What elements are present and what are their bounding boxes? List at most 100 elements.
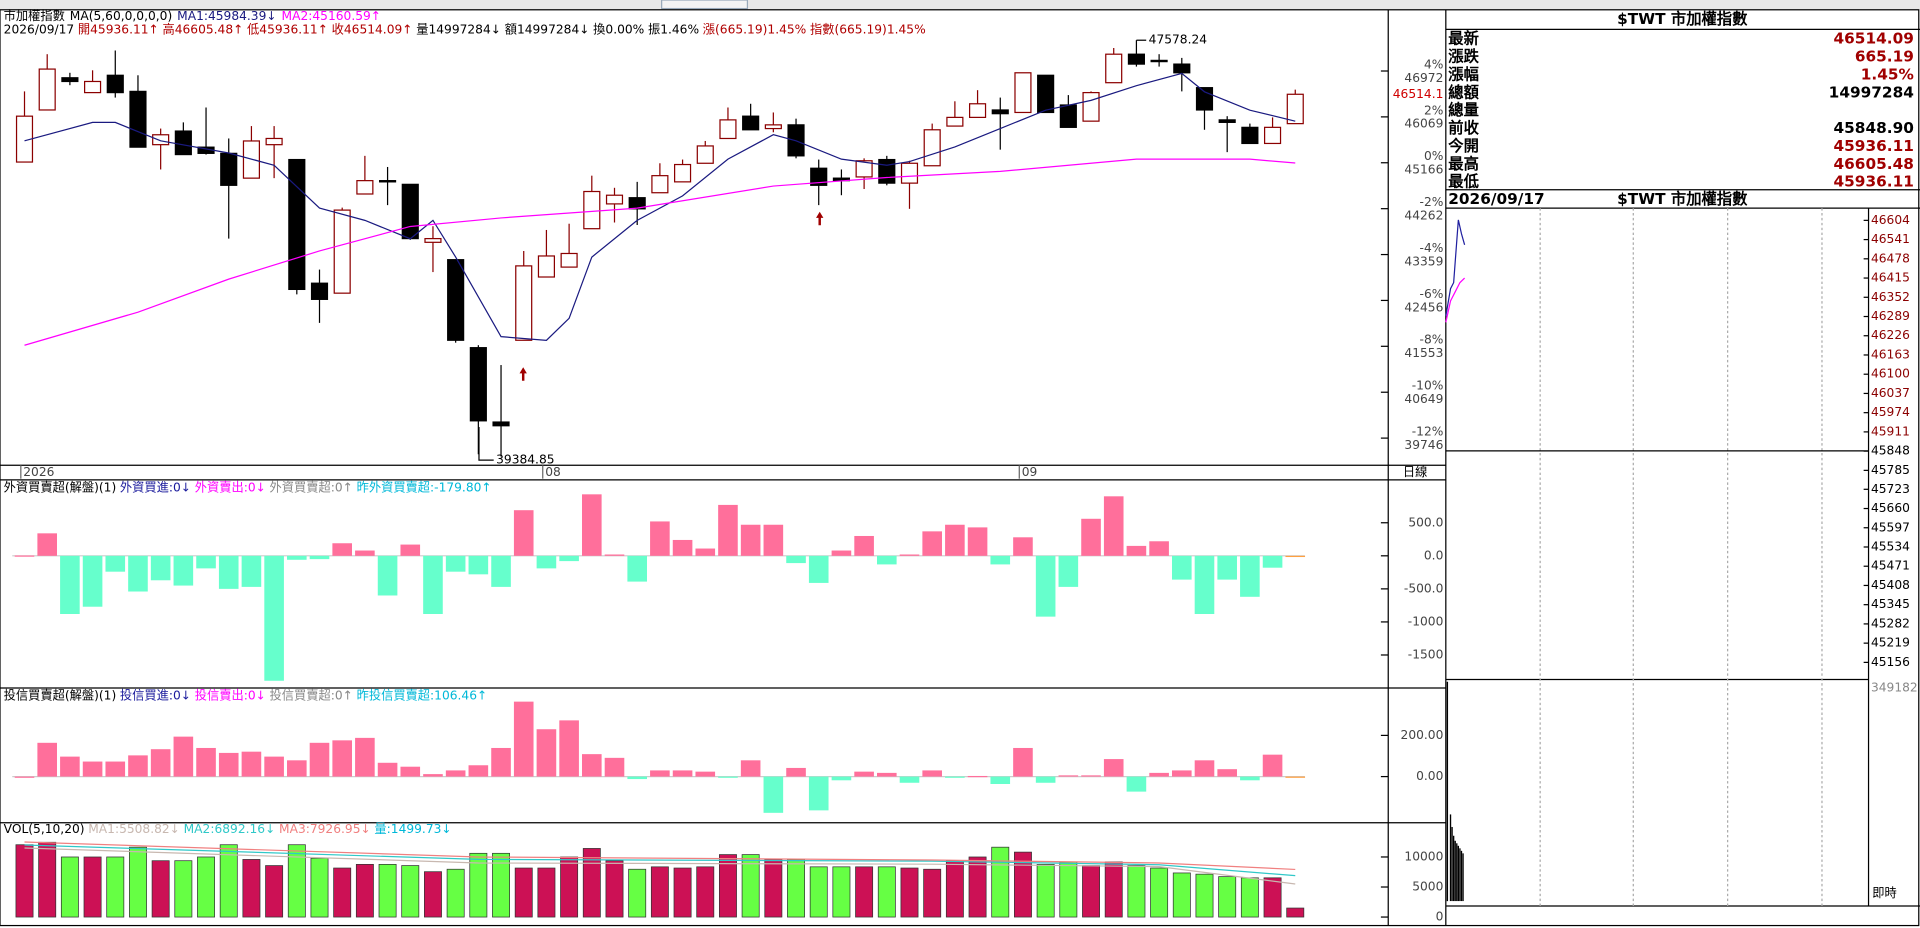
bar xyxy=(990,555,1011,565)
candle-body xyxy=(968,103,987,119)
series-name: 市加權指數 xyxy=(4,7,65,22)
tab[interactable] xyxy=(661,0,749,10)
date-label: 2026 xyxy=(23,465,54,479)
y-tick-label: 46541 xyxy=(1871,232,1910,246)
y-tick-label: 0.00 xyxy=(1416,769,1443,783)
volume-bar xyxy=(537,867,556,918)
bar xyxy=(309,742,330,777)
candle-body xyxy=(1127,53,1145,65)
last-price-label: 46514.1 xyxy=(1393,87,1444,101)
volume-bar xyxy=(174,860,193,918)
candle-body xyxy=(424,237,442,243)
bar xyxy=(37,533,57,556)
volume-ma-line xyxy=(24,847,1296,885)
bar xyxy=(1262,555,1283,568)
y-tick-label: 45534 xyxy=(1871,539,1910,553)
candle-body xyxy=(379,180,397,183)
bar xyxy=(513,510,534,556)
quote-label: 最低 xyxy=(1448,173,1479,191)
y-tick-label: 41553 xyxy=(1404,346,1443,360)
y-tick-label: 500.0 xyxy=(1408,515,1443,529)
panel-legend: VOL(5,10,20) MA1:5508.82↓ MA2:6892.16↓ MA3:… xyxy=(4,821,452,835)
candle-body xyxy=(855,160,873,178)
info-item: 額14997284↓ xyxy=(505,22,590,36)
legend-item: 投信買賣超:0↑ xyxy=(270,687,353,702)
candle-body xyxy=(1014,72,1032,114)
volume-bar xyxy=(106,856,125,918)
volume-bar xyxy=(1150,867,1169,918)
bar xyxy=(377,762,398,777)
y-tick-label: 200.00 xyxy=(1401,728,1444,742)
bar xyxy=(718,504,738,556)
volume-bar xyxy=(1014,851,1032,918)
y-tick-label: 349182 xyxy=(1871,680,1918,694)
y-tick-label: 10000 xyxy=(1404,849,1443,863)
bar xyxy=(491,555,511,587)
quote-title: $TWT 市加權指數 xyxy=(1617,10,1748,28)
candle-body xyxy=(152,134,170,146)
bar xyxy=(332,740,352,777)
bar xyxy=(468,765,489,777)
ma2-value: MA2:45160.59↑ xyxy=(282,8,382,22)
volume-bar xyxy=(1127,865,1146,918)
bar xyxy=(60,555,80,614)
bar xyxy=(1035,776,1056,783)
low-label: 39384.85 xyxy=(496,453,554,467)
bar xyxy=(400,766,421,777)
volume-bar xyxy=(446,868,465,918)
bar xyxy=(264,555,284,681)
legend-item: 昨投信買賣超:106.46↑ xyxy=(357,687,488,702)
info-item: 收46514.09↑ xyxy=(332,22,413,36)
volume-bar xyxy=(809,866,828,918)
candle-body xyxy=(560,252,578,268)
bar xyxy=(1262,754,1283,777)
volume-bar xyxy=(1059,861,1078,918)
volume-bar xyxy=(923,868,942,918)
y-tick-label: 46352 xyxy=(1871,290,1910,304)
legend-item: 量:1499.73↓ xyxy=(374,821,451,835)
legend-item: 投信賣出:0↓ xyxy=(195,687,266,702)
quote-label: 今開 xyxy=(1447,137,1479,155)
info-item: 高46605.48↑ xyxy=(162,21,243,36)
y-tick-label: 45974 xyxy=(1871,405,1910,419)
pct-label: -6% xyxy=(1420,287,1444,301)
info-item: 開45936.11↑ xyxy=(78,22,159,36)
y-tick-label: 45408 xyxy=(1871,578,1910,592)
volume-bar xyxy=(38,841,57,918)
bar xyxy=(287,555,307,560)
legend-item: 外資賣出:0↓ xyxy=(195,479,266,494)
volume-bar xyxy=(628,868,647,918)
bar xyxy=(1103,759,1124,777)
y-tick-label: 45166 xyxy=(1404,163,1443,177)
quote-value: 45936.11 xyxy=(1834,173,1914,191)
bar xyxy=(377,555,398,596)
candle-body xyxy=(991,109,1009,115)
volume-bar xyxy=(242,859,261,918)
y-tick-label: 45345 xyxy=(1871,597,1910,611)
volume-bar xyxy=(855,866,874,918)
candle-body xyxy=(537,255,555,278)
bar xyxy=(1149,772,1169,777)
bar xyxy=(1081,775,1101,777)
volume-ma-line xyxy=(24,844,1296,877)
candle-body xyxy=(84,80,102,94)
signal-arrow xyxy=(816,211,824,226)
y-tick-label: 45156 xyxy=(1871,655,1910,669)
candle-body xyxy=(1286,93,1304,125)
volume-bar xyxy=(1218,876,1237,918)
bar xyxy=(1217,769,1237,777)
volume-bar xyxy=(991,846,1010,918)
panel-legend: 外資買賣超(解盤)(1) 外資買進:0↓ 外資賣出:0↓ 外資買賣超:0↑ 昨外資買賣超… xyxy=(4,479,492,494)
volume-bar xyxy=(15,844,34,918)
bar xyxy=(196,747,216,777)
candle-body xyxy=(61,77,79,83)
candle-body xyxy=(673,163,692,183)
info-item: 2026/09/17 xyxy=(4,22,75,36)
y-tick-label: 45597 xyxy=(1871,520,1910,534)
bar xyxy=(967,527,988,556)
intraday-price xyxy=(1445,219,1466,317)
y-tick-label: 45660 xyxy=(1871,501,1910,515)
quote-label: 最新 xyxy=(1448,30,1479,48)
pct-label: 4% xyxy=(1424,57,1443,71)
volume-bar xyxy=(696,866,715,918)
